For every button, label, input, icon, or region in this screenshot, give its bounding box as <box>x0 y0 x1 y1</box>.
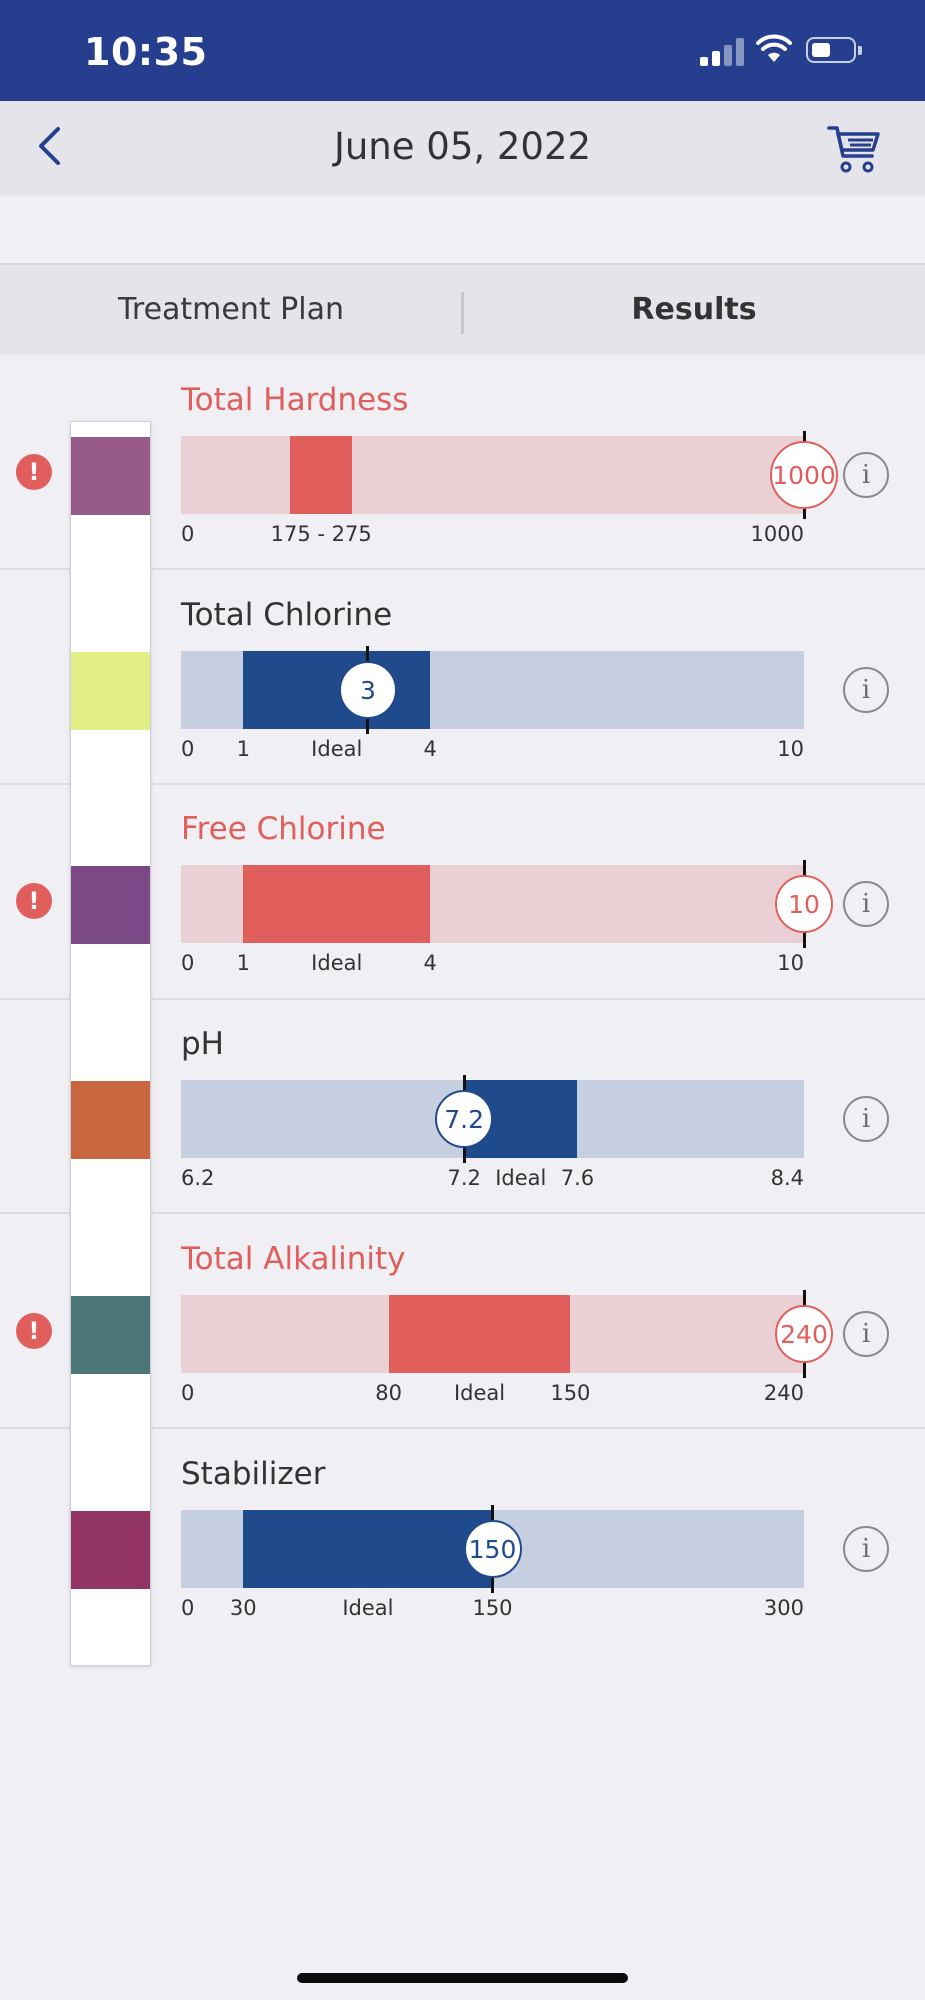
range-bar: 150 <box>181 1504 804 1593</box>
value-marker: 240 <box>775 1304 833 1363</box>
segmented-tabs: Treatment Plan Results <box>0 263 925 355</box>
parameter-name: Total Alkalinity <box>181 1240 406 1277</box>
row-divider <box>0 998 925 1000</box>
tick-label: 30 <box>229 1595 257 1620</box>
result-row: ! Total Hardness 1000 0 1000 175 - 275 i <box>0 370 925 584</box>
tab-results[interactable]: Results <box>631 292 757 327</box>
ideal-label: Ideal <box>453 1380 506 1405</box>
tick-label: 6.2 <box>181 1166 215 1191</box>
alert-icon: ! <box>16 883 52 920</box>
result-row: Total Chlorine 3 0 1 4 10 Ideal i <box>0 585 925 799</box>
page-title: June 05, 2022 <box>333 125 592 168</box>
nav-bar: June 05, 2022 <box>0 101 925 196</box>
status-bar: 10:35 <box>0 0 925 101</box>
range-bar: 3 <box>181 645 804 734</box>
row-divider <box>0 1212 925 1214</box>
cart-icon <box>827 126 880 173</box>
home-indicator <box>297 1973 628 1983</box>
wifi-icon <box>756 34 792 62</box>
ideal-range <box>243 865 431 944</box>
parameter-name: Total Hardness <box>181 382 409 418</box>
tick-label: 80 <box>375 1380 403 1405</box>
parameter-name: Total Chlorine <box>181 596 393 633</box>
ideal-label: Ideal <box>311 736 363 761</box>
ideal-label: Ideal <box>495 1166 547 1191</box>
tick-label: 300 <box>763 1595 804 1620</box>
row-divider <box>0 1427 925 1429</box>
ideal-label: Ideal <box>342 1595 394 1620</box>
result-row: ! Total Alkalinity 240 0 80 150 240 Ideal i <box>0 1229 925 1443</box>
tick-label: 0 <box>181 736 195 761</box>
tick-label: 10 <box>777 951 804 976</box>
tick-label: 7.2 <box>447 1166 481 1191</box>
parameter-name: Free Chlorine <box>181 811 386 848</box>
back-button[interactable] <box>30 123 80 173</box>
ideal-range <box>290 436 353 514</box>
row-divider <box>0 568 925 570</box>
value-marker: 7.2 <box>435 1090 494 1149</box>
test-pad <box>71 651 150 730</box>
value-marker: 150 <box>463 1519 522 1578</box>
ideal-label: 175 - 275 <box>270 522 372 546</box>
ideal-label: Ideal <box>311 951 363 976</box>
tick-label: 1 <box>236 736 250 761</box>
value-marker: 1000 <box>770 441 838 509</box>
range-bar: 7.2 <box>181 1075 804 1164</box>
alert-icon: ! <box>16 454 52 490</box>
tick-label: 0 <box>181 522 195 546</box>
row-divider <box>0 783 925 785</box>
result-row: Stabilizer 150 0 30 150 300 Ideal i <box>0 1444 925 1658</box>
info-button[interactable]: i <box>843 1310 889 1357</box>
tick-label: 150 <box>550 1380 591 1405</box>
info-button[interactable]: i <box>843 452 889 498</box>
tick-label: 0 <box>181 951 195 976</box>
tab-treatment-plan[interactable]: Treatment Plan <box>117 292 344 327</box>
info-button[interactable]: i <box>843 1525 889 1572</box>
test-strip-image <box>70 421 151 1666</box>
test-pad <box>71 437 150 515</box>
tick-label: 4 <box>423 951 437 976</box>
ideal-range <box>243 650 431 729</box>
tick-label: 1 <box>236 951 250 976</box>
tick-label: 1000 <box>750 522 804 546</box>
tab-divider <box>461 292 464 334</box>
tick-label: 7.6 <box>560 1166 595 1191</box>
alert-icon: ! <box>16 1312 52 1349</box>
test-pad <box>71 1081 150 1160</box>
tick-label: 4 <box>423 736 437 761</box>
range-bar: 1000 <box>181 431 838 519</box>
test-pad <box>71 866 150 945</box>
value-marker: 10 <box>775 875 833 934</box>
parameter-name: Stabilizer <box>181 1455 326 1492</box>
range-bar: 240 <box>181 1289 833 1378</box>
test-pad <box>71 1295 150 1374</box>
result-row: pH 7.2 6.2 7.2 7.6 8.4 Ideal i <box>0 1014 925 1228</box>
cellular-signal-icon <box>700 38 746 66</box>
chevron-left-icon <box>39 127 60 165</box>
info-button[interactable]: i <box>843 666 889 713</box>
ideal-range <box>388 1294 571 1373</box>
ideal-range <box>243 1509 493 1588</box>
result-row: ! Free Chlorine 10 0 1 4 10 Ideal i <box>0 799 925 1013</box>
tick-label: 0 <box>181 1380 195 1405</box>
parameter-name: pH <box>181 1026 224 1063</box>
battery-icon <box>806 37 862 63</box>
tick-label: 8.4 <box>770 1166 804 1191</box>
info-button[interactable]: i <box>843 881 889 928</box>
status-time: 10:35 <box>84 30 208 74</box>
cart-button[interactable] <box>826 123 882 175</box>
range-bar: 10 <box>181 860 833 949</box>
tick-label: 0 <box>181 1595 195 1620</box>
test-pad <box>71 1510 150 1589</box>
info-button[interactable]: i <box>843 1096 889 1143</box>
tick-label: 10 <box>777 736 804 761</box>
tick-label: 150 <box>472 1595 513 1620</box>
value-marker: 3 <box>338 660 397 719</box>
tick-label: 240 <box>763 1380 804 1405</box>
